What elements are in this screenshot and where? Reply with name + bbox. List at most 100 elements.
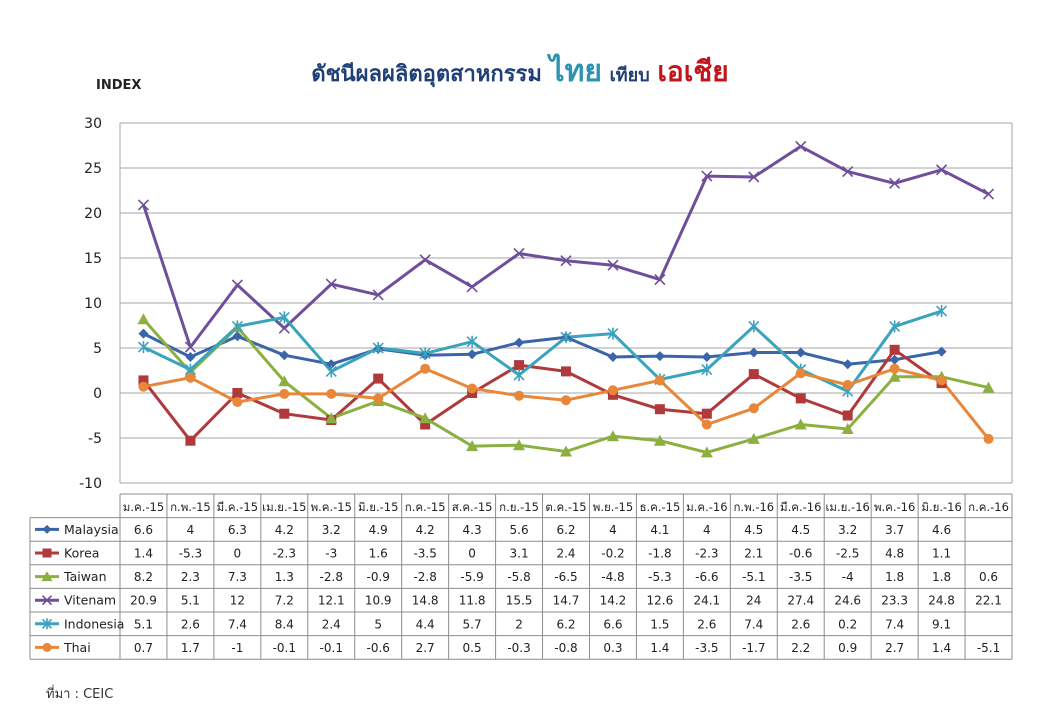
y-tick-label: -5	[88, 431, 102, 447]
x-tick-label: พ.ย.-15	[593, 500, 633, 514]
y-tick-label: 5	[93, 341, 102, 357]
table-cell: 7.4	[744, 617, 763, 631]
table-cell: -0.8	[554, 641, 577, 655]
point-taiwan	[325, 412, 338, 424]
point-thai	[138, 381, 149, 392]
point-indonesia	[607, 327, 619, 340]
point-thai	[983, 433, 994, 444]
table-cell: -4	[842, 570, 854, 584]
point-taiwan	[747, 432, 760, 444]
point-malaysia	[654, 351, 665, 362]
y-axis-label: INDEX	[96, 78, 142, 93]
table-cell: 2.6	[697, 617, 716, 631]
x-tick-label: ก.พ.-15	[170, 500, 211, 514]
table-cell: 2.6	[791, 617, 810, 631]
title-part-2: ไทย	[549, 54, 602, 89]
point-taiwan	[466, 440, 479, 452]
table-cell: 4	[187, 523, 195, 537]
table-cell: 4.9	[369, 523, 388, 537]
table-cell: -5.3	[179, 547, 202, 561]
table-cell: -6.6	[695, 570, 718, 584]
table-cell: 12.6	[647, 594, 674, 608]
point-malaysia	[185, 352, 196, 362]
point-malaysia	[138, 328, 149, 339]
x-tick-label: ก.ค.-15	[405, 500, 446, 514]
table-cell: 3.2	[322, 523, 341, 537]
table-cell: 14.2	[600, 594, 627, 608]
table-cell: 4.2	[275, 523, 294, 537]
point-indonesia	[701, 363, 713, 376]
point-malaysia	[842, 359, 853, 370]
table-cell: 6.2	[556, 617, 575, 631]
table-cell: 8.2	[134, 570, 153, 584]
legend-marker-indonesia	[41, 618, 53, 630]
table-cell: 4.5	[791, 523, 810, 537]
table-cell: 23.3	[881, 594, 908, 608]
point-malaysia	[795, 347, 806, 358]
x-tick-label: ส.ค.-15	[452, 500, 493, 514]
legend-marker-vitenam	[41, 595, 53, 606]
point-vitenam	[889, 177, 901, 189]
table-cell: 5.7	[463, 617, 482, 631]
x-tick-label: มิ.ย.-15	[358, 500, 398, 514]
y-tick-label: -10	[79, 476, 102, 492]
table-cell: 10.9	[365, 594, 392, 608]
table-cell: 0.6	[979, 570, 998, 584]
table-cell: -1.8	[648, 547, 671, 561]
table-cell: -1	[231, 641, 243, 655]
legend-label: Taiwan	[63, 569, 107, 584]
table-cell: -4.8	[601, 570, 624, 584]
table-cell: 0.5	[463, 641, 482, 655]
table-cell: 8.4	[275, 617, 294, 631]
table-cell: 7.3	[228, 570, 247, 584]
table-cell: 1.8	[885, 570, 904, 584]
point-vitenam	[795, 140, 807, 152]
title-part-1: ดัชนีผลผลิตอุตสาหกรรม	[311, 62, 542, 87]
source-note: ที่มา : CEIC	[46, 687, 114, 702]
data-table: ม.ค.-15 ก.พ.-15 มี.ค.-15 เม.ย.-15 พ.ค.-15 มิ.…	[29, 493, 1013, 660]
point-vitenam	[466, 281, 478, 293]
y-tick-label: 25	[84, 161, 102, 177]
table-cell: 0.9	[838, 641, 857, 655]
point-vitenam	[419, 254, 431, 266]
y-tick-label: 20	[84, 206, 102, 222]
x-tick-label: ก.พ.-16	[733, 500, 774, 514]
legend-label: Malaysia	[64, 522, 119, 537]
table-cell: 3.2	[838, 523, 857, 537]
point-thai	[232, 397, 243, 407]
x-tick-label: พ.ค.-16	[874, 500, 915, 514]
point-thai	[420, 363, 431, 374]
table-cell: 1.4	[134, 547, 153, 561]
point-malaysia	[326, 359, 337, 370]
table-cell: 4.6	[932, 523, 951, 537]
table-cell: -3.5	[789, 570, 812, 584]
series-line-malaysia	[142, 332, 942, 366]
table-cell: 1.7	[181, 641, 200, 655]
table-cell: -0.6	[366, 641, 389, 655]
point-taiwan	[513, 439, 526, 451]
point-malaysia	[279, 350, 290, 361]
point-thai	[326, 388, 337, 399]
point-korea	[842, 410, 853, 421]
point-thai	[748, 403, 759, 414]
point-vitenam	[137, 199, 150, 211]
point-malaysia	[607, 352, 618, 362]
y-tick-label: 0	[93, 386, 102, 402]
table-cell: 0.7	[134, 641, 153, 655]
point-indonesia	[325, 365, 337, 378]
table-cell: -5.1	[742, 570, 765, 584]
point-vitenam	[701, 170, 713, 182]
point-thai	[889, 363, 900, 374]
x-tick-label: ต.ค.-15	[545, 500, 586, 514]
table-cell: -3.5	[695, 641, 718, 655]
point-vitenam	[278, 322, 290, 334]
table-cell: -6.5	[554, 570, 577, 584]
x-tick-label: ก.ค.-16	[968, 500, 1009, 514]
table-cell: 3.7	[885, 523, 904, 537]
legend-marker-korea	[42, 548, 52, 558]
point-indonesia	[231, 320, 243, 333]
table-cell: 1.6	[369, 547, 388, 561]
legend-label: Vitenam	[64, 593, 116, 608]
table-cell: -3.5	[413, 547, 436, 561]
point-korea	[138, 375, 149, 386]
